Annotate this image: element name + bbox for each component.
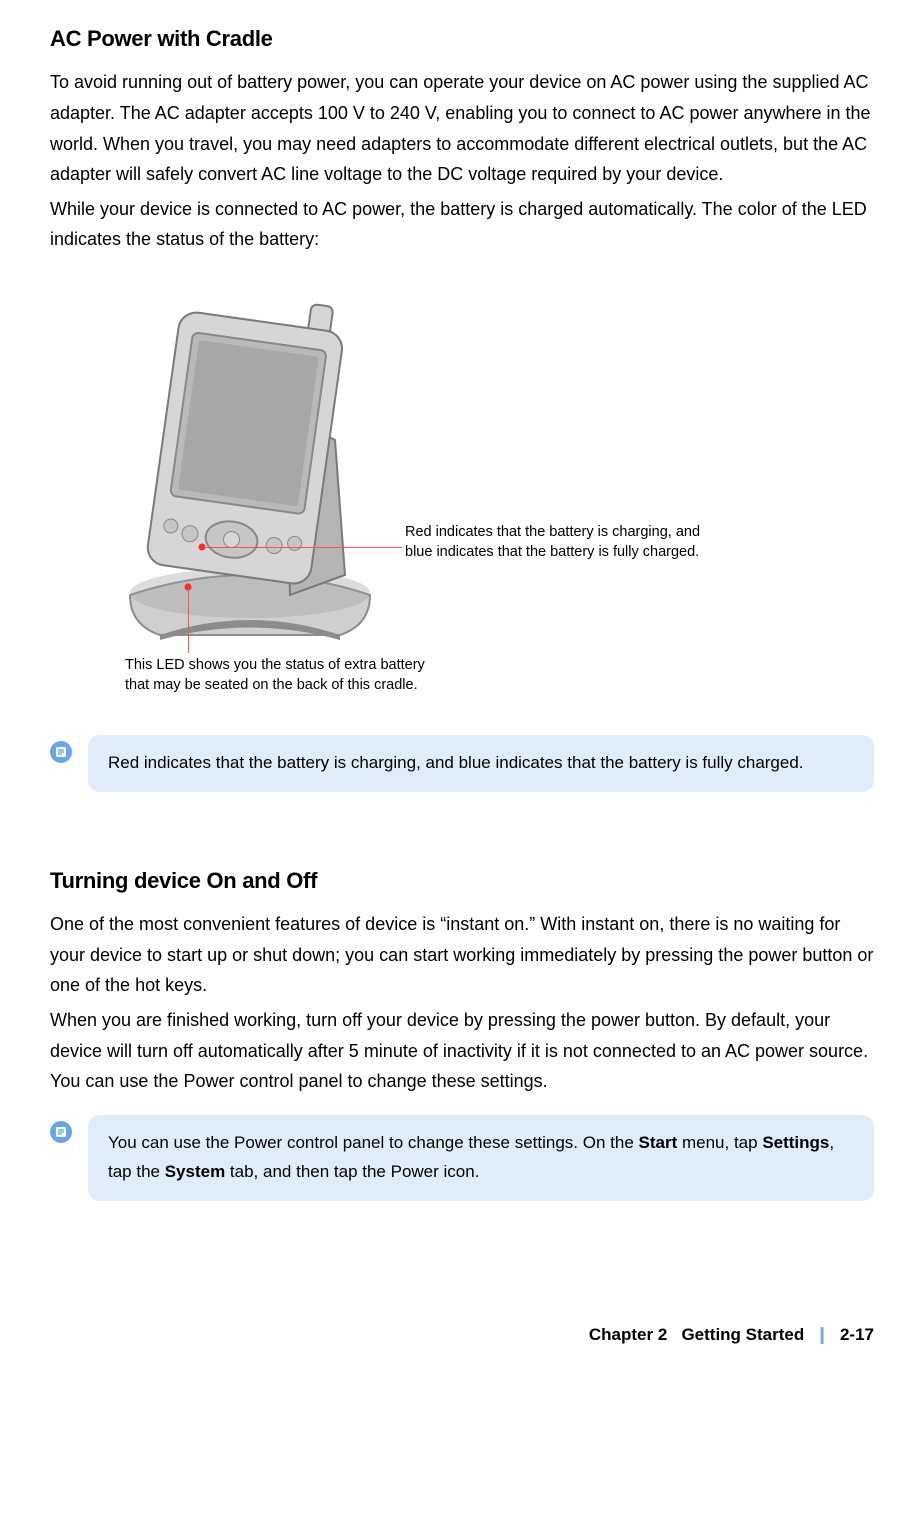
device-illustration bbox=[100, 295, 400, 645]
note2-b2: Settings bbox=[762, 1133, 829, 1152]
note-icon bbox=[50, 741, 72, 763]
figure-cradle: Red indicates that the battery is chargi… bbox=[50, 285, 874, 705]
callout-right-l2: blue indicates that the battery is fully… bbox=[405, 544, 699, 560]
leader-line-down bbox=[188, 587, 189, 653]
note-box: You can use the Power control panel to c… bbox=[88, 1115, 874, 1201]
footer-sep-icon: ❙ bbox=[809, 1325, 835, 1344]
para-ac-1: To avoid running out of battery power, y… bbox=[50, 67, 874, 189]
para-ac-2: While your device is connected to AC pow… bbox=[50, 194, 874, 255]
leader-line-right bbox=[206, 547, 402, 548]
footer-chapter: Chapter 2 bbox=[589, 1325, 667, 1344]
note-charging-colors: Red indicates that the battery is chargi… bbox=[50, 735, 874, 792]
footer-page: 2-17 bbox=[840, 1325, 874, 1344]
callout-bottom-l2: that may be seated on the back of this c… bbox=[125, 677, 418, 693]
note1-text: Red indicates that the battery is chargi… bbox=[108, 753, 804, 772]
note2-mid1: menu, tap bbox=[677, 1133, 762, 1152]
note2-pre: You can use the Power control panel to c… bbox=[108, 1133, 639, 1152]
footer-title: Getting Started bbox=[681, 1325, 804, 1344]
note2-b1: Start bbox=[639, 1133, 678, 1152]
callout-led-cradle: This LED shows you the status of extra b… bbox=[125, 655, 495, 696]
note2-post: tab, and then tap the Power icon. bbox=[225, 1162, 479, 1181]
note2-b3: System bbox=[165, 1162, 225, 1181]
callout-led-device: Red indicates that the battery is chargi… bbox=[405, 522, 835, 563]
note-icon bbox=[50, 1121, 72, 1143]
page-footer: Chapter 2 Getting Started ❙ 2-17 bbox=[50, 1321, 874, 1350]
callout-bottom-l1: This LED shows you the status of extra b… bbox=[125, 657, 425, 673]
note-power-settings: You can use the Power control panel to c… bbox=[50, 1115, 874, 1201]
callout-right-l1: Red indicates that the battery is chargi… bbox=[405, 524, 700, 540]
para-onoff-1: One of the most convenient features of d… bbox=[50, 909, 874, 1001]
heading-turning-onoff: Turning device On and Off bbox=[50, 862, 874, 899]
heading-ac-power: AC Power with Cradle bbox=[50, 20, 874, 57]
para-onoff-2: When you are finished working, turn off … bbox=[50, 1005, 874, 1097]
note-box: Red indicates that the battery is chargi… bbox=[88, 735, 874, 792]
